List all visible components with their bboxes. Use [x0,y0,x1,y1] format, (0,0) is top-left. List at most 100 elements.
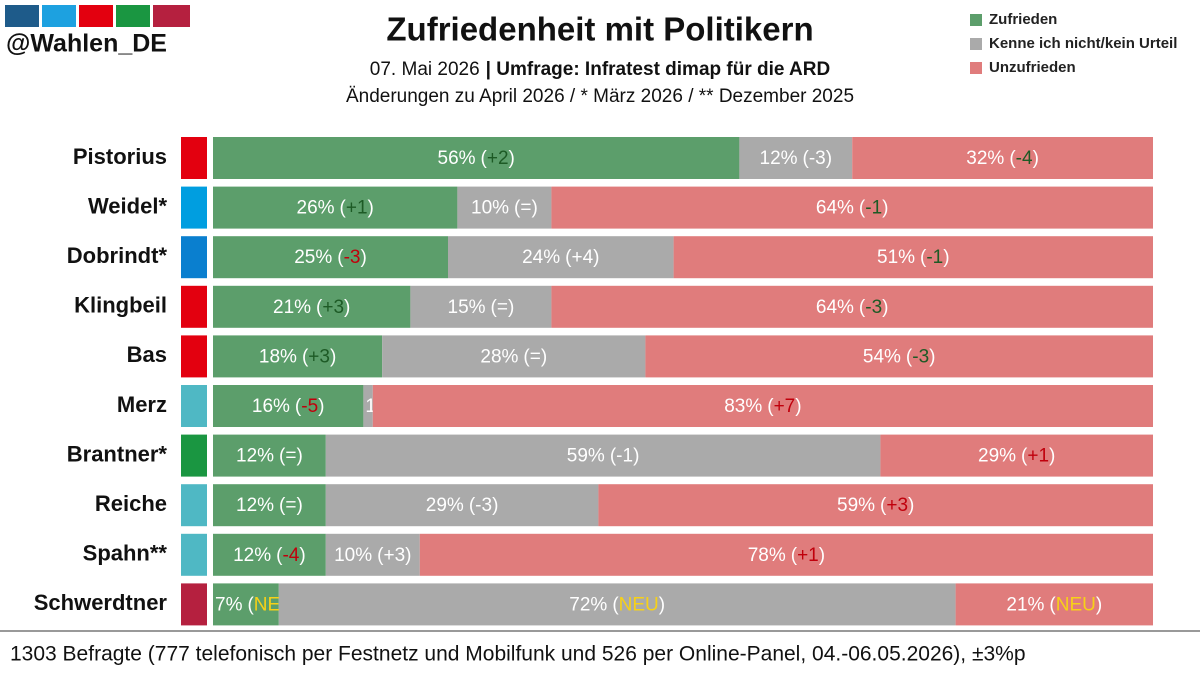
logo-block [116,5,150,27]
value-label: 21% [1006,594,1044,615]
logo-block [79,5,113,27]
bar-segment [551,186,1153,229]
bar-segment [739,137,853,179]
change-label: (+2) [481,148,515,169]
change-label: (-3) [803,148,833,169]
logo-block [5,5,39,27]
party-marker [181,385,207,427]
value-label: 12% [233,545,271,566]
value-label: 51% [877,247,915,268]
data-label: 25% (-3) [294,247,367,268]
change-label: (NEU) [1049,594,1102,615]
bar-segment [325,484,599,527]
bar-segment [213,335,383,378]
legend-swatch [970,38,982,50]
category-label: Brantner* [67,441,168,466]
value-label: 59% [837,495,875,516]
data-label: 32% (-4) [966,148,1039,169]
bar-segment [213,285,411,328]
category-label: Schwerdtner [34,590,168,615]
bar-segment [213,484,326,527]
bar-segment [213,137,740,179]
data-label: 12% (=) [236,446,303,467]
data-label: 56% (+2) [438,148,515,169]
data-label: 12% (-3) [760,148,833,169]
bar-segment [645,335,1153,378]
value-label: 78% [748,545,786,566]
category-label: Dobrindt* [67,243,168,268]
value-label: 28% [480,346,518,367]
change-label: (=) [514,198,538,219]
bar-segment [213,236,448,279]
change-label: (=) [279,446,303,467]
value-label: 64% [816,297,854,318]
data-label: 15% (=) [448,297,515,318]
data-label: 28% (=) [480,346,547,367]
bar-segment [419,533,1153,576]
subtitle: 07. Mai 2026 | Umfrage: Infratest dimap f… [370,59,830,80]
category-label: Pistorius [73,144,167,169]
party-marker [181,434,207,477]
value-label: 54% [863,346,901,367]
change-label: (-1) [859,198,889,219]
legend-swatch [970,62,982,74]
change-label: (+7) [767,396,801,417]
value-label: 25% [294,247,332,268]
change-label: (NEU) [612,594,665,615]
value-label: 12% [236,495,274,516]
value-label: 16% [252,396,290,417]
bar-segment [213,434,326,477]
category-label: Bas [127,342,167,367]
note: Änderungen zu April 2026 / * März 2026 /… [346,86,854,107]
subtitle-date: 07. Mai 2026 [370,59,480,80]
change-label: (-3) [859,297,889,318]
legend-label: Kenne ich nicht/kein Urteil [989,35,1177,52]
value-label: 29% [426,495,464,516]
change-label: (=) [491,297,515,318]
data-label: 64% (-3) [816,297,889,318]
party-marker [181,137,207,179]
change-label: (-3) [906,346,936,367]
data-label: 51% (-1) [877,247,950,268]
change-label: (=) [279,495,303,516]
chart-title: Zufriedenheit mit Politikern [386,11,813,48]
bar-segment [325,434,881,477]
bar-segment [880,434,1153,477]
source-note: 1303 Befragte (777 telefonisch per Festn… [10,643,1026,666]
bar-segment [372,385,1153,427]
bar-segment [852,137,1153,179]
data-label: 29% (-3) [426,495,499,516]
value-label: 29% [978,446,1016,467]
change-label: (+3) [302,346,336,367]
logo-block [153,5,190,27]
change-label: (+1) [791,545,825,566]
data-label: 72% (NEU) [569,594,665,615]
value-label: 59% [567,446,605,467]
data-label: 12% (-4) [233,545,306,566]
change-label: (-3) [469,495,499,516]
bar-segment [325,533,420,576]
data-label: 24% (+4) [522,247,599,268]
change-label: (+3) [316,297,350,318]
change-label: (-1) [920,247,950,268]
data-label: 16% (-5) [252,396,325,417]
data-label: 21% (NEU) [1006,594,1102,615]
data-label: 10% (+3) [334,545,411,566]
bar-segment [213,186,458,229]
change-label: (-5) [295,396,325,417]
value-label: 83% [724,396,762,417]
brand: @Wahlen_DE [6,30,167,58]
data-label: 78% (+1) [748,545,825,566]
party-marker [181,533,207,576]
bar-segment [410,285,552,328]
party-marker [181,484,207,527]
change-label: (-4) [276,545,306,566]
bar-segment [955,583,1153,626]
data-label: 59% (-1) [567,446,640,467]
category-label: Reiche [95,491,167,516]
data-label: 29% (+1) [978,446,1055,467]
change-label: (+1) [340,198,374,219]
legend-swatch [970,14,982,26]
